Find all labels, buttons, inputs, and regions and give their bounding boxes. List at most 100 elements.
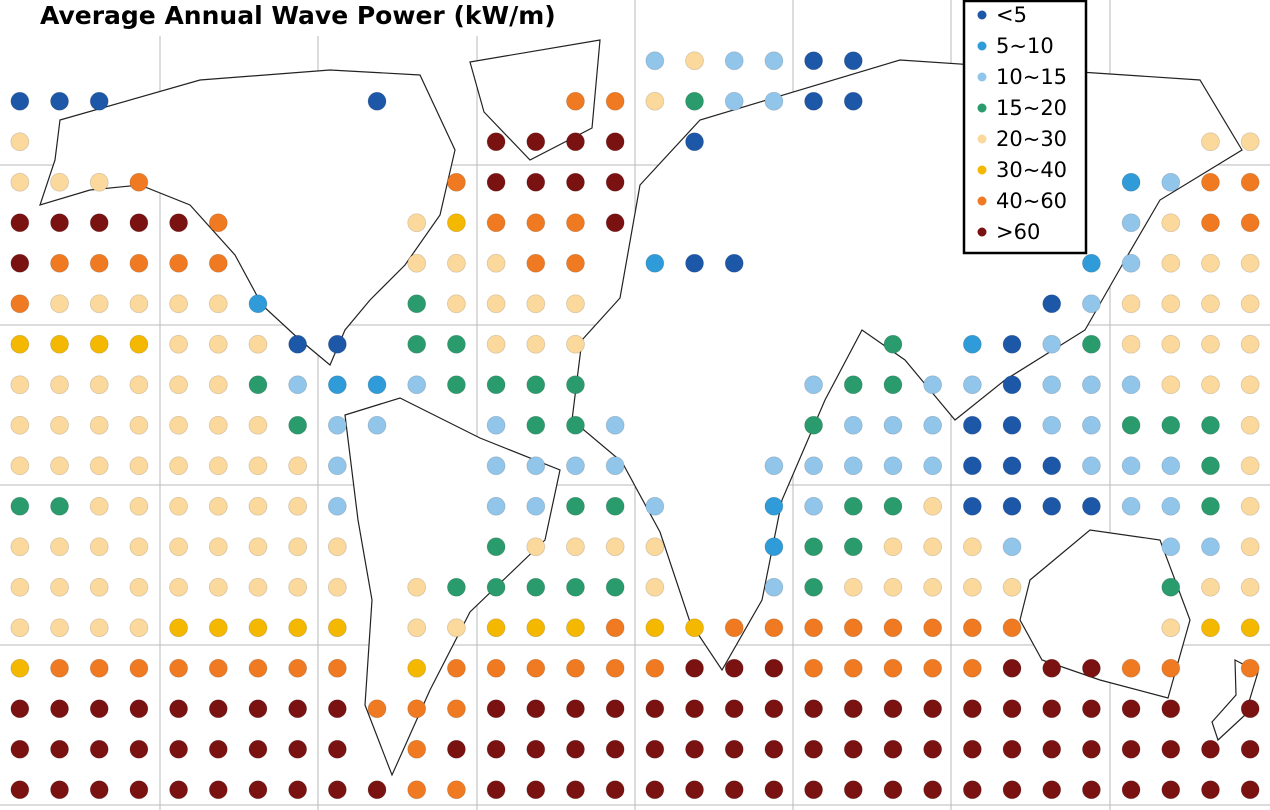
wave-dot xyxy=(407,658,427,678)
wave-dot xyxy=(843,577,863,597)
wave-dot xyxy=(1082,780,1101,800)
wave-dot xyxy=(1002,334,1022,354)
wave-dot xyxy=(526,456,546,476)
wave-dot xyxy=(1240,456,1260,476)
wave-dot xyxy=(923,456,943,476)
wave-dot xyxy=(129,739,149,759)
wave-dot xyxy=(883,415,903,435)
wave-dot xyxy=(248,780,268,800)
wave-dot xyxy=(50,456,69,476)
wave-dot xyxy=(10,172,30,192)
wave-dot xyxy=(923,699,943,719)
wave-dot xyxy=(327,496,347,516)
wave-dot xyxy=(685,780,704,800)
wave-dot xyxy=(566,739,585,759)
wave-dot xyxy=(129,334,149,354)
wave-dot xyxy=(566,132,585,152)
wave-dot xyxy=(1201,496,1220,516)
wave-dot xyxy=(923,577,943,597)
wave-dot xyxy=(1082,253,1101,273)
wave-dot xyxy=(486,739,506,759)
wave-dot xyxy=(1240,577,1260,597)
wave-dot xyxy=(89,253,109,273)
wave-dot xyxy=(804,496,823,516)
wave-dot xyxy=(89,334,109,354)
wave-dot xyxy=(486,415,506,435)
wave-dot xyxy=(764,537,784,557)
wave-dot xyxy=(407,334,427,354)
wave-dot xyxy=(1201,780,1220,800)
wave-dot xyxy=(1240,699,1260,719)
wave-dot xyxy=(804,537,823,557)
wave-dot xyxy=(962,375,982,395)
wave-dot xyxy=(169,496,188,516)
wave-dot xyxy=(50,334,69,354)
wave-dot xyxy=(327,375,347,395)
legend-marker xyxy=(977,165,987,175)
wave-dot xyxy=(50,658,69,678)
wave-dot xyxy=(685,253,704,273)
wave-dot xyxy=(962,780,982,800)
wave-dot xyxy=(327,456,347,476)
wave-dot xyxy=(962,496,982,516)
wave-dot xyxy=(50,375,69,395)
wave-dot xyxy=(566,577,585,597)
wave-dot xyxy=(10,780,30,800)
wave-dot xyxy=(1042,375,1062,395)
legend-label: 30~40 xyxy=(996,158,1067,182)
wave-dot xyxy=(1201,253,1220,273)
wave-dot xyxy=(486,456,506,476)
wave-dot xyxy=(1082,456,1101,476)
wave-dot xyxy=(486,172,506,192)
wave-dot xyxy=(883,577,903,597)
wave-dot xyxy=(1240,132,1260,152)
wave-dot xyxy=(1042,739,1062,759)
wave-dot xyxy=(1121,253,1141,273)
wave-dot xyxy=(685,618,704,638)
wave-dot xyxy=(129,658,149,678)
wave-dot xyxy=(923,537,943,557)
wave-dot xyxy=(50,739,69,759)
wave-dot xyxy=(1161,739,1181,759)
wave-dot xyxy=(1201,375,1220,395)
australia xyxy=(1019,529,1191,699)
wave-dot xyxy=(883,456,903,476)
wave-dot xyxy=(486,780,506,800)
wave-dot xyxy=(1082,294,1101,314)
wave-dot xyxy=(685,51,704,71)
wave-dot xyxy=(526,334,546,354)
wave-dot xyxy=(1042,334,1062,354)
wave-dot xyxy=(407,739,427,759)
wave-dot xyxy=(1002,699,1022,719)
wave-dot xyxy=(883,739,903,759)
wave-dot xyxy=(605,658,625,678)
wave-dot xyxy=(1161,618,1181,638)
wave-dot xyxy=(1161,658,1181,678)
wave-dot xyxy=(89,415,109,435)
wave-dot xyxy=(605,415,625,435)
wave-dot xyxy=(407,253,427,273)
wave-dot xyxy=(208,496,228,516)
wave-dot xyxy=(208,334,228,354)
wave-dot xyxy=(1082,739,1101,759)
wave-dot xyxy=(1240,618,1260,638)
wave-dot xyxy=(526,496,546,516)
wave-dot xyxy=(1161,496,1181,516)
wave-dot xyxy=(764,91,784,111)
wave-dot xyxy=(566,658,585,678)
wave-dot xyxy=(1121,496,1141,516)
wave-dot xyxy=(1042,496,1062,516)
wave-dot xyxy=(685,132,704,152)
wave-dot xyxy=(89,780,109,800)
wave-dot xyxy=(526,132,546,152)
wave-dot xyxy=(447,780,466,800)
wave-dot xyxy=(169,213,188,233)
wave-dot xyxy=(1082,415,1101,435)
wave-dot xyxy=(1201,537,1220,557)
wave-dot xyxy=(566,91,585,111)
wave-dot xyxy=(447,172,466,192)
wave-dot xyxy=(1240,253,1260,273)
wave-dot xyxy=(724,739,744,759)
wave-dot xyxy=(1240,375,1260,395)
wave-dot xyxy=(923,618,943,638)
